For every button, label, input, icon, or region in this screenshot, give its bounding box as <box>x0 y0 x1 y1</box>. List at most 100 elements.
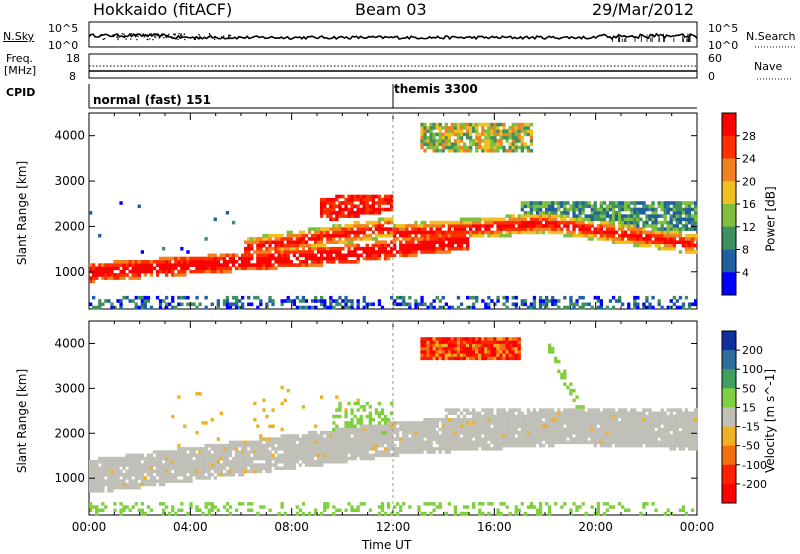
heatmap-cell <box>578 201 582 205</box>
heatmap-cell <box>128 269 132 274</box>
heatmap-cell <box>608 430 613 435</box>
heatmap-cell <box>396 502 400 506</box>
heatmap-cell <box>408 505 412 509</box>
heatmap-cell <box>444 450 448 454</box>
heatmap-cell <box>353 450 357 454</box>
heatmap-cell <box>374 253 379 258</box>
heatmap-cell <box>605 237 610 241</box>
heatmap-cell <box>554 220 558 225</box>
heatmap-cell <box>329 240 333 244</box>
heatmap-cell <box>137 273 141 277</box>
heatmap-cell <box>250 240 254 244</box>
heatmap-cell <box>514 408 518 412</box>
heatmap-cell <box>508 126 512 130</box>
heatmap-cell <box>368 194 372 199</box>
heatmap-cell <box>447 443 451 448</box>
heatmap-cell <box>219 256 223 261</box>
heatmap-cell <box>301 250 306 254</box>
heatmap-cell <box>396 434 400 438</box>
heatmap-cell <box>377 217 382 222</box>
heatmap-cell <box>596 418 600 422</box>
heatmap-cell <box>125 273 129 277</box>
heatmap-cell <box>353 260 357 264</box>
heatmap-cell <box>608 424 613 428</box>
heatmap-cell <box>511 129 515 133</box>
heatmap-cell <box>569 411 573 415</box>
heatmap-cell <box>329 246 333 251</box>
heatmap-cell <box>447 233 451 238</box>
heatmap-cell <box>487 340 491 344</box>
heatmap-cell <box>687 217 692 222</box>
heatmap-cell <box>605 224 610 228</box>
heatmap-cell <box>569 430 573 435</box>
heatmap-cell <box>538 408 543 412</box>
heatmap-cell <box>420 237 424 241</box>
heatmap-cell <box>256 266 260 271</box>
heatmap-cell <box>104 473 108 477</box>
heatmap-cell <box>317 447 321 451</box>
heatmap-cell <box>648 305 652 310</box>
heatmap-cell <box>475 217 479 222</box>
heatmap-cell <box>265 460 269 464</box>
heatmap-cell <box>514 508 518 512</box>
heatmap-cell <box>110 460 114 464</box>
heatmap-cell <box>192 447 196 451</box>
heatmap-cell <box>642 427 646 432</box>
heatmap-cell <box>499 427 503 432</box>
heatmap-cell <box>529 201 534 205</box>
heatmap-cell <box>362 227 366 231</box>
heatmap-cell <box>347 201 351 205</box>
heatmap-cell <box>356 227 360 231</box>
heatmap-cell <box>569 295 573 300</box>
heatmap-cell <box>338 453 342 458</box>
heatmap-cell <box>621 505 625 509</box>
heatmap-cell <box>614 424 619 428</box>
heatmap-cell <box>462 340 467 344</box>
heatmap-cell <box>621 220 625 225</box>
heatmap-cell <box>529 139 534 143</box>
heatmap-cell <box>633 411 637 415</box>
heatmap-cell <box>484 408 488 412</box>
heatmap-cell <box>338 414 342 419</box>
heatmap-cell <box>593 418 597 422</box>
heatmap-cell <box>581 418 585 422</box>
heatmap-cell <box>526 443 531 448</box>
heatmap-cell <box>189 269 193 274</box>
heatmap-cell <box>450 145 455 150</box>
heatmap-cell <box>259 253 263 258</box>
heatmap-cell <box>517 411 521 415</box>
heatmap-cell <box>195 263 199 267</box>
heatmap-cell <box>256 237 260 241</box>
heatmap-cell <box>560 217 564 222</box>
heatmap-cell <box>554 224 558 228</box>
heatmap-cell <box>478 343 482 348</box>
heatmap-cell <box>92 485 96 490</box>
heatmap-cell <box>614 440 619 445</box>
heatmap-cell <box>475 142 479 146</box>
heatmap-cell <box>639 430 643 435</box>
heatmap-cell <box>377 227 382 231</box>
heatmap-cell <box>563 217 567 222</box>
heatmap-cell <box>490 447 494 451</box>
heatmap-cell <box>505 343 509 348</box>
heatmap-cell <box>469 424 473 428</box>
heatmap-cell <box>128 482 132 487</box>
heatmap-cell <box>523 230 527 235</box>
heatmap-cell <box>645 424 649 428</box>
heatmap-cell <box>602 230 607 235</box>
heatmap-cell <box>183 456 187 461</box>
heatmap-cell <box>262 260 266 264</box>
heatmap-cell <box>633 437 637 441</box>
heatmap-cell <box>210 453 214 458</box>
heatmap-cell <box>168 266 172 271</box>
heatmap-cell <box>347 434 351 438</box>
heatmap-cell <box>642 220 646 225</box>
heatmap-cell <box>189 479 193 483</box>
heatmap-cell <box>487 337 491 341</box>
heatmap-cell <box>414 434 418 438</box>
heatmap-cell <box>459 346 464 351</box>
heatmap-cell <box>456 437 461 441</box>
heatmap-cell <box>557 224 561 228</box>
heatmap-cell <box>505 434 509 438</box>
heatmap-cell <box>225 443 230 448</box>
